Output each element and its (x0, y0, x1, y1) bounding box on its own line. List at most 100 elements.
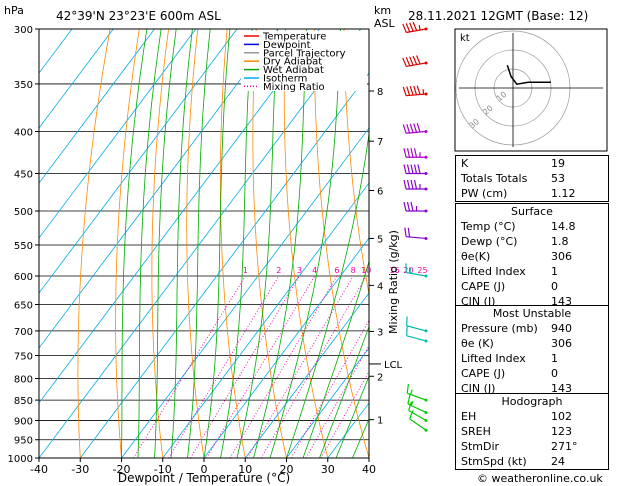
dry-adiabat-line (219, 29, 246, 458)
wet-adiabat-line (121, 29, 148, 458)
isotherm-line (39, 29, 197, 239)
wind-barb-flag (410, 179, 414, 190)
surface-value: 0 (551, 280, 558, 293)
most-unstable-key: Pressure (mb) (461, 322, 538, 335)
mixing-ratio-line (168, 275, 280, 458)
wind-barb-flag (409, 123, 414, 133)
hpa-label: hPa (4, 4, 24, 17)
wind-barb-station (424, 92, 428, 96)
wind-barb-station (424, 155, 428, 159)
copyright: © weatheronline.co.uk (477, 472, 603, 485)
location-title: 42°39'N 23°23'E 600m ASL (56, 9, 221, 23)
mixing-ratio-line (320, 370, 369, 458)
wind-barb-half-flag (410, 400, 414, 406)
isotherm-line (39, 29, 73, 74)
wind-barb-flag (406, 164, 411, 174)
wind-barb-station (424, 130, 428, 134)
height-tick-label: 5 (377, 234, 383, 245)
height-tick-label: 6 (377, 186, 383, 197)
index-value: 19 (551, 157, 565, 170)
y-axis-label: Mixing Ratio (g/kg) (387, 230, 400, 334)
height-tick-label: 1 (377, 416, 383, 427)
wind-barb-staff (406, 325, 427, 332)
wind-barb (403, 179, 428, 191)
surface-panel: Surface Temp (°C) 14.8 Dewp (°C) 1.8 θe(K) 30… (455, 203, 609, 310)
wind-barb-flag (417, 164, 421, 174)
pressure-tick-label: 900 (14, 416, 33, 427)
legend-entry: Dewpoint (263, 40, 311, 51)
wind-barb-flag (413, 123, 418, 133)
wind-barb (406, 384, 428, 402)
hodograph-index-row: StmSpd (kt) 24 (456, 454, 608, 469)
wind-barb-flag (402, 86, 407, 96)
pressure-tick-label: 800 (14, 374, 33, 385)
wet-adiabat-line (335, 375, 369, 458)
asl-label: ASL (374, 17, 396, 30)
wet-adiabat-line (319, 325, 369, 458)
wind-barb-half-flag (409, 268, 412, 274)
wind-barb-flag (410, 164, 414, 174)
temperature-tick-label: -10 (154, 463, 172, 476)
pressure-tick-label: 450 (14, 169, 33, 180)
legend-entry: Temperature (262, 32, 326, 43)
wind-barb-station (424, 339, 428, 343)
temperature-tick-label: 30 (321, 463, 335, 476)
pressure-tick-label: 1000 (8, 454, 33, 465)
hodograph-index-key: StmSpd (kt) (461, 455, 527, 468)
wind-barb-flag (407, 394, 411, 405)
mixing-ratio-label: 25 (417, 266, 427, 275)
wind-barb (404, 227, 428, 240)
legend-entry: Parcel Trajectory (263, 48, 346, 59)
wind-barb-flag (413, 85, 418, 95)
pressure-tick-label: 600 (14, 272, 33, 283)
pressure-tick-label: 500 (14, 207, 33, 218)
temperature-tick-label: 0 (201, 463, 208, 476)
wind-barb-flag (416, 123, 421, 133)
most-unstable-value: 940 (551, 322, 572, 335)
legend-entry: Isotherm (263, 74, 307, 85)
most-unstable-row: Lifted Index 1 (456, 351, 608, 366)
dry-adiabat-line (607, 29, 629, 458)
wind-barb-flag (403, 148, 407, 158)
hodograph-kt-label: kt (460, 33, 470, 44)
wind-barb-flag (413, 164, 418, 174)
isotherm-line (39, 29, 362, 458)
wind-barb-flag (402, 23, 407, 33)
most-unstable-key: CIN (J) (461, 382, 496, 395)
surface-value: 143 (551, 295, 572, 308)
hodograph-index-key: StmDir (461, 440, 500, 453)
surface-key: Dewp (°C) (461, 235, 518, 248)
surface-title: Surface (511, 205, 553, 218)
temperature-tick-label: 10 (238, 463, 252, 476)
index-row: PW (cm) 1.12 (456, 186, 608, 201)
hodograph-trace (506, 64, 551, 86)
wind-barb (403, 148, 428, 159)
hodograph-index-value: 271° (551, 440, 578, 453)
mixing-ratio-line (132, 275, 246, 458)
wind-barb-staff (406, 335, 427, 342)
most-unstable-key: Lifted Index (461, 352, 526, 365)
isotherm-line (79, 72, 369, 458)
wind-barb-station (424, 410, 428, 414)
wind-barb-flag (403, 164, 407, 174)
surface-key: θe(K) (461, 250, 491, 263)
legend-entry: Mixing Ratio (263, 82, 325, 93)
wind-barb-flag (406, 384, 409, 394)
dry-adiabat-line (115, 29, 140, 458)
wind-barb-staff (408, 409, 427, 421)
km-label: km (374, 4, 391, 17)
surface-key: Temp (°C) (461, 220, 516, 233)
surface-row: Temp (°C) 14.8 (456, 219, 608, 234)
wind-barb-station (424, 418, 428, 422)
wet-adiabat-line (187, 29, 211, 458)
dry-adiabat-line (77, 29, 111, 458)
pressure-tick-label: 300 (14, 25, 33, 36)
wet-adiabat-line (220, 29, 253, 458)
wind-barb-flag (402, 124, 407, 134)
wind-barb-staff (407, 392, 427, 401)
wind-barb-flag (403, 201, 407, 212)
pressure-tick-label: 650 (14, 301, 33, 312)
wet-adiabat-line (253, 29, 308, 458)
wind-barb-flag (407, 227, 411, 238)
wet-adiabat-line (154, 29, 177, 458)
